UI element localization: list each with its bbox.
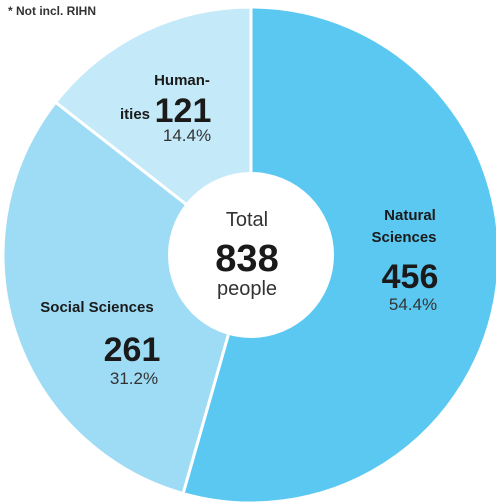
humanities-percent: 14.4% (163, 126, 211, 145)
social-sciences-value: 261 (104, 331, 161, 369)
social-sciences-percent: 31.2% (110, 369, 158, 388)
natural-sciences-value: 456 (382, 258, 439, 296)
natural-sciences-label-line1: Natural (384, 207, 436, 224)
natural-sciences-label-line2: Sciences (371, 229, 436, 246)
center-total-label: Total (226, 209, 268, 231)
humanities-label-line2: ities (120, 106, 150, 123)
slice-natural-sciences (181, 5, 496, 502)
social-sciences-label: Social Sciences (40, 299, 153, 316)
humanities-value: 121 (155, 92, 212, 130)
slice-social-sciences (1, 100, 253, 496)
humanities-label-line1: Human- (154, 72, 210, 89)
center-total-unit: people (217, 278, 277, 300)
slices-group (1, 5, 496, 502)
center-total-value: 838 (215, 238, 278, 280)
natural-sciences-percent: 54.4% (389, 295, 437, 314)
donut-hole (168, 172, 334, 338)
footnote: * Not incl. RIHN (8, 4, 96, 18)
